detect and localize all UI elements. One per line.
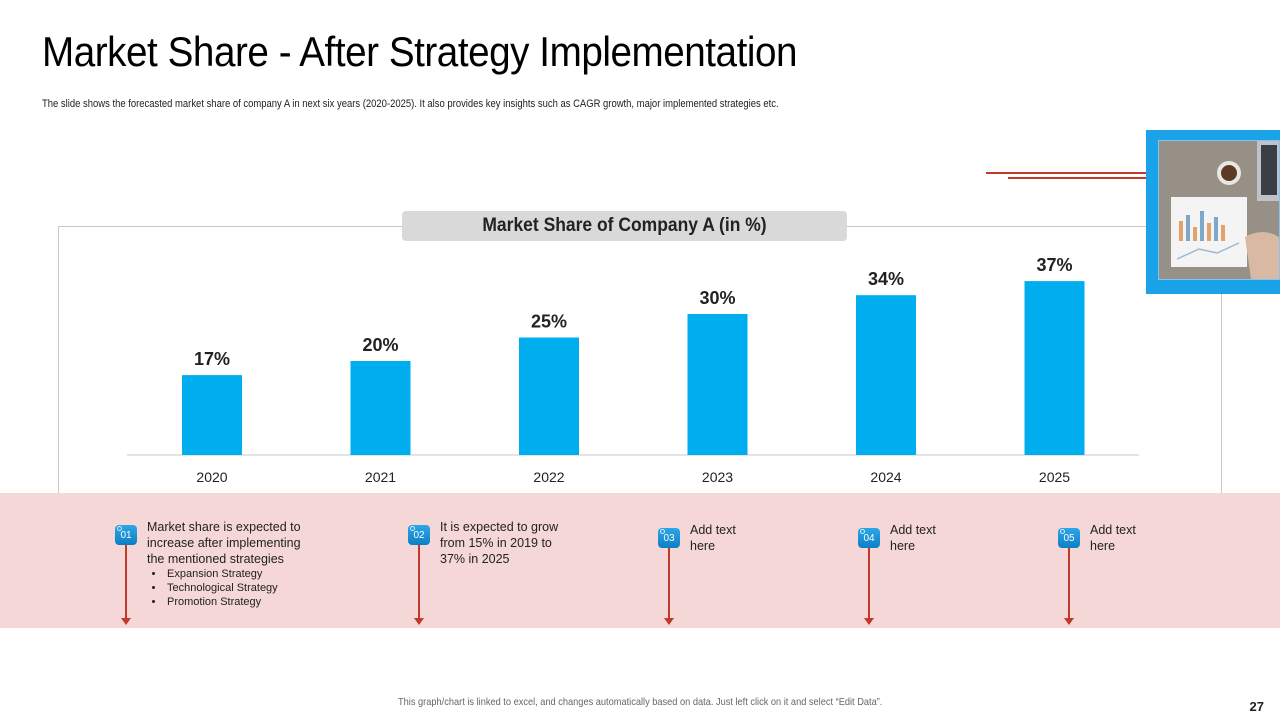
badge-number: 02: [413, 529, 425, 541]
badge-number: 04: [863, 532, 875, 544]
badge-number: 03: [663, 532, 675, 544]
slide-subtitle: The slide shows the forecasted market sh…: [42, 98, 779, 110]
number-badge: 02: [408, 525, 430, 545]
note-text: Market share is expected to increase aft…: [147, 519, 301, 609]
decorative-line-top: [986, 172, 1146, 174]
note-line: Add text: [690, 523, 736, 537]
number-badge: 03: [658, 528, 680, 548]
number-badge: 04: [858, 528, 880, 548]
note-line: here: [690, 539, 716, 553]
down-arrow-icon: [664, 548, 674, 625]
note-line: here: [1090, 539, 1116, 553]
page-number: 27: [1249, 699, 1264, 714]
down-arrow-icon: [1064, 548, 1074, 625]
note-line: Market share is expected to: [147, 520, 301, 534]
insights-band: [0, 493, 1280, 628]
footer-note: This graph/chart is linked to excel, and…: [0, 696, 1280, 708]
list-item: Expansion Strategy: [165, 567, 301, 581]
decorative-line-bottom: [1008, 177, 1146, 179]
note-line: from 15% in 2019 to: [440, 536, 552, 550]
note-text: Add text here: [1090, 522, 1136, 554]
chart-title-text: Market Share of Company A (in %): [482, 215, 767, 236]
note-line: Add text: [1090, 523, 1136, 537]
note-line: 37% in 2025: [440, 552, 510, 566]
down-arrow-icon: [864, 548, 874, 625]
number-badge: 05: [1058, 528, 1080, 548]
slide-title: Market Share - After Strategy Implementa…: [42, 28, 798, 75]
badge-number: 01: [120, 529, 132, 541]
note-line: Add text: [890, 523, 936, 537]
down-arrow-icon: [414, 545, 424, 625]
down-arrow-icon: [121, 545, 131, 625]
note-text: It is expected to grow from 15% in 2019 …: [440, 519, 558, 567]
strategy-list: Expansion Strategy Technological Strateg…: [147, 567, 301, 609]
note-line: the mentioned strategies: [147, 552, 284, 566]
badge-number: 05: [1063, 532, 1075, 544]
list-item: Technological Strategy: [165, 581, 301, 595]
list-item: Promotion Strategy: [165, 595, 301, 609]
note-line: here: [890, 539, 916, 553]
note-text: Add text here: [690, 522, 736, 554]
chart-title: Market Share of Company A (in %): [402, 211, 847, 241]
desk-laptop-photo-icon: [1158, 140, 1280, 280]
chart-frame: [58, 226, 1222, 496]
number-badge: 01: [115, 525, 137, 545]
footer-text: This graph/chart is linked to excel, and…: [397, 696, 883, 708]
note-line: increase after implementing: [147, 536, 301, 550]
note-line: It is expected to grow: [440, 520, 559, 534]
note-text: Add text here: [890, 522, 936, 554]
